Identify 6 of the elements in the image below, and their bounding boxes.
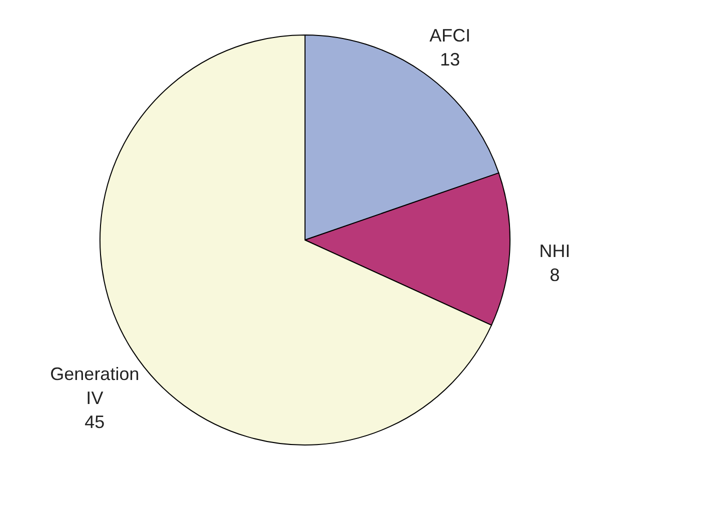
slice-label: Generation IV: [50, 364, 140, 408]
slice-label: NHI: [539, 240, 570, 261]
data-label: 8: [550, 264, 560, 285]
data-label: 45: [84, 412, 105, 432]
slice-label: AFCI: [430, 25, 471, 46]
data-label: 13: [440, 49, 460, 70]
